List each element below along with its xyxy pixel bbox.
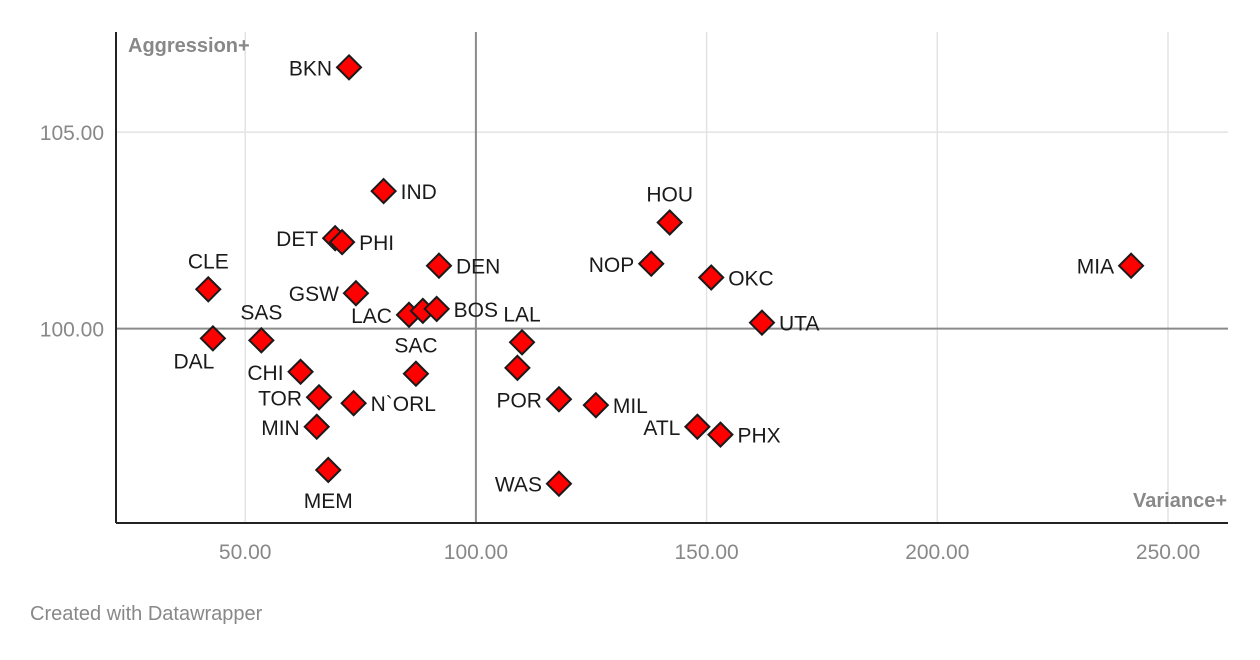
data-point-chi (287, 358, 314, 386)
point-label: CHI (247, 362, 283, 385)
data-point-okc (697, 264, 725, 291)
point-label: HOU (646, 184, 693, 207)
point-label: PHX (737, 425, 780, 448)
point-label: UTA (779, 313, 819, 336)
data-point-was (545, 470, 573, 498)
point-label: DET (276, 228, 318, 251)
tick-labels: 50.00 100.00 150.00 200.00 250.00 100.00 105.0… (40, 122, 1200, 564)
data-point-uta (748, 309, 776, 337)
point-label: POR (496, 389, 542, 412)
point-label: WAS (495, 474, 542, 497)
point-label: OKC (728, 268, 774, 291)
x-tick-label: 100.00 (444, 541, 508, 564)
data-point-mia (1117, 252, 1145, 280)
point-label: SAC (394, 335, 437, 358)
data-point-dal (199, 324, 227, 352)
data-point-sas (247, 326, 275, 354)
data-point-den (425, 252, 453, 280)
point-label: DEN (456, 256, 500, 279)
data-point-phx (707, 421, 734, 449)
data-point-min (303, 413, 331, 441)
x-tick-label: 150.00 (674, 541, 738, 564)
point-labels: BKN IND DET PHI CLE GSW DEN LAC BOS SAC SAS DAL CHIT… (173, 57, 1114, 513)
data-point-atl (683, 413, 711, 441)
y-tick-label: 100.00 (40, 319, 104, 342)
point-label: BOS (454, 299, 498, 322)
data-point-lal (508, 328, 536, 356)
data-point-mem (314, 456, 342, 484)
data-point-mil (582, 391, 610, 419)
point-label: ATL (643, 417, 680, 440)
point-label: LAC (351, 305, 392, 328)
data-point-cle (194, 275, 222, 303)
point-label: CLE (188, 250, 229, 273)
point-label: GSW (289, 283, 339, 306)
point-label: IND (401, 181, 437, 204)
footer-credit: Created with Datawrapper (30, 603, 263, 625)
data-point-gsw (342, 279, 370, 307)
data-points (194, 53, 1145, 498)
grid-lines (116, 32, 1228, 523)
point-label: MIN (261, 417, 300, 440)
x-axis-title: Variance+ (1133, 490, 1227, 512)
y-tick-label: 105.00 (40, 122, 104, 145)
data-point-nop (637, 250, 665, 278)
x-tick-label: 50.00 (219, 541, 272, 564)
axes (115, 32, 1228, 524)
x-tick-label: 200.00 (905, 541, 969, 564)
point-label: MEM (304, 490, 353, 513)
data-point-norl (340, 389, 368, 417)
data-point-bkn (335, 53, 363, 81)
point-label: MIA (1077, 256, 1114, 279)
data-point-bos (423, 295, 451, 323)
point-label: NOP (589, 254, 635, 277)
data-point-ind (370, 177, 398, 205)
point-label: DAL (173, 350, 214, 373)
point-label: TOR (258, 387, 302, 410)
y-axis-title: Aggression+ (128, 35, 250, 57)
point-label: SAS (240, 301, 282, 324)
point-label: BKN (289, 57, 332, 80)
data-point-sac (402, 360, 430, 388)
x-tick-label: 250.00 (1136, 541, 1200, 564)
data-point-unlabeled (504, 354, 531, 382)
point-label: PHI (359, 232, 394, 255)
data-point-phi (328, 228, 356, 256)
data-point-hou (656, 209, 684, 236)
data-point-por (545, 385, 573, 413)
point-label: LAL (503, 303, 540, 326)
point-label: MIL (613, 395, 648, 418)
data-point-tor (305, 383, 333, 411)
point-label: N`ORL (371, 393, 436, 416)
reference-lines (116, 32, 1228, 523)
